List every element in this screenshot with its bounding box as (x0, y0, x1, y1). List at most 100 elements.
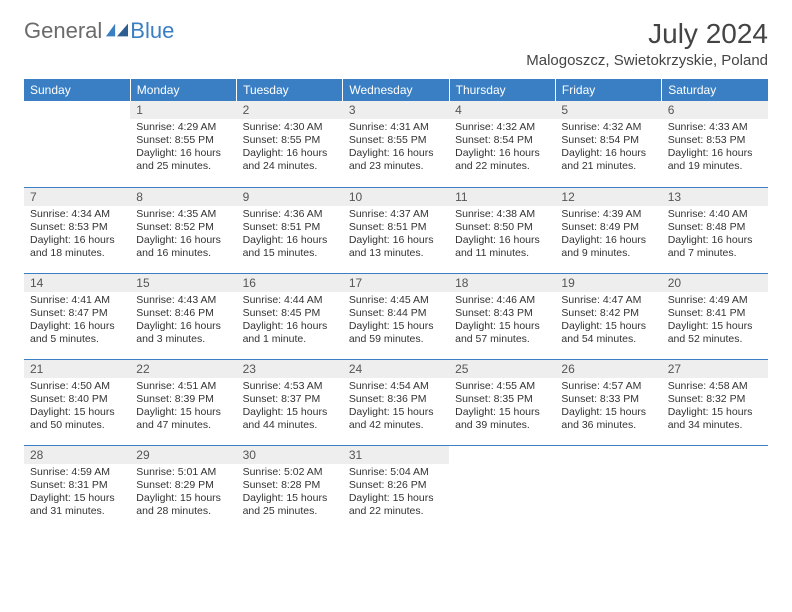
day-details: Sunrise: 4:40 AMSunset: 8:48 PMDaylight:… (662, 206, 768, 265)
day-number: 10 (343, 188, 449, 206)
sunset-line: Sunset: 8:29 PM (136, 479, 230, 492)
sunrise-line: Sunrise: 4:37 AM (349, 208, 443, 221)
logo: General Blue (24, 18, 174, 44)
day-cell: 23Sunrise: 4:53 AMSunset: 8:37 PMDayligh… (237, 359, 343, 445)
day-details: Sunrise: 5:01 AMSunset: 8:29 PMDaylight:… (130, 464, 236, 523)
day-cell: 5Sunrise: 4:32 AMSunset: 8:54 PMDaylight… (555, 101, 661, 187)
day-details: Sunrise: 4:50 AMSunset: 8:40 PMDaylight:… (24, 378, 130, 437)
day-details: Sunrise: 4:34 AMSunset: 8:53 PMDaylight:… (24, 206, 130, 265)
day-number: 18 (449, 274, 555, 292)
day-details: Sunrise: 4:55 AMSunset: 8:35 PMDaylight:… (449, 378, 555, 437)
sunrise-line: Sunrise: 4:39 AM (561, 208, 655, 221)
day-details: Sunrise: 4:32 AMSunset: 8:54 PMDaylight:… (555, 119, 661, 178)
day-details: Sunrise: 4:53 AMSunset: 8:37 PMDaylight:… (237, 378, 343, 437)
week-row: 21Sunrise: 4:50 AMSunset: 8:40 PMDayligh… (24, 359, 768, 445)
daylight-line: Daylight: 16 hours and 9 minutes. (561, 234, 655, 260)
day-cell (662, 445, 768, 531)
day-details: Sunrise: 4:31 AMSunset: 8:55 PMDaylight:… (343, 119, 449, 178)
sunset-line: Sunset: 8:44 PM (349, 307, 443, 320)
day-cell: 4Sunrise: 4:32 AMSunset: 8:54 PMDaylight… (449, 101, 555, 187)
calendar-table: Sunday Monday Tuesday Wednesday Thursday… (24, 79, 768, 531)
daylight-line: Daylight: 16 hours and 19 minutes. (668, 147, 762, 173)
sunset-line: Sunset: 8:26 PM (349, 479, 443, 492)
day-details: Sunrise: 5:04 AMSunset: 8:26 PMDaylight:… (343, 464, 449, 523)
day-cell: 31Sunrise: 5:04 AMSunset: 8:26 PMDayligh… (343, 445, 449, 531)
sunset-line: Sunset: 8:49 PM (561, 221, 655, 234)
sunrise-line: Sunrise: 4:47 AM (561, 294, 655, 307)
week-row: 7Sunrise: 4:34 AMSunset: 8:53 PMDaylight… (24, 187, 768, 273)
sunset-line: Sunset: 8:42 PM (561, 307, 655, 320)
day-cell: 19Sunrise: 4:47 AMSunset: 8:42 PMDayligh… (555, 273, 661, 359)
sunset-line: Sunset: 8:45 PM (243, 307, 337, 320)
daylight-line: Daylight: 16 hours and 24 minutes. (243, 147, 337, 173)
day-header-row: Sunday Monday Tuesday Wednesday Thursday… (24, 79, 768, 101)
daylight-line: Daylight: 16 hours and 13 minutes. (349, 234, 443, 260)
sunset-line: Sunset: 8:31 PM (30, 479, 124, 492)
day-details: Sunrise: 4:41 AMSunset: 8:47 PMDaylight:… (24, 292, 130, 351)
sunrise-line: Sunrise: 4:43 AM (136, 294, 230, 307)
day-cell: 1Sunrise: 4:29 AMSunset: 8:55 PMDaylight… (130, 101, 236, 187)
day-cell: 20Sunrise: 4:49 AMSunset: 8:41 PMDayligh… (662, 273, 768, 359)
sunrise-line: Sunrise: 4:32 AM (455, 121, 549, 134)
day-cell (24, 101, 130, 187)
calendar-body: 1Sunrise: 4:29 AMSunset: 8:55 PMDaylight… (24, 101, 768, 531)
header: General Blue July 2024 Malogoszcz, Swiet… (24, 18, 768, 69)
day-number: 2 (237, 101, 343, 119)
day-cell (449, 445, 555, 531)
sunrise-line: Sunrise: 5:02 AM (243, 466, 337, 479)
day-number: 20 (662, 274, 768, 292)
daylight-line: Daylight: 15 hours and 54 minutes. (561, 320, 655, 346)
sunrise-line: Sunrise: 4:53 AM (243, 380, 337, 393)
sunrise-line: Sunrise: 4:33 AM (668, 121, 762, 134)
logo-text-general: General (24, 18, 102, 44)
day-details: Sunrise: 4:33 AMSunset: 8:53 PMDaylight:… (662, 119, 768, 178)
day-number: 26 (555, 360, 661, 378)
daylight-line: Daylight: 16 hours and 11 minutes. (455, 234, 549, 260)
day-cell: 25Sunrise: 4:55 AMSunset: 8:35 PMDayligh… (449, 359, 555, 445)
daylight-line: Daylight: 15 hours and 47 minutes. (136, 406, 230, 432)
sunrise-line: Sunrise: 5:04 AM (349, 466, 443, 479)
day-details: Sunrise: 4:59 AMSunset: 8:31 PMDaylight:… (24, 464, 130, 523)
day-number: 7 (24, 188, 130, 206)
day-number: 29 (130, 446, 236, 464)
sunrise-line: Sunrise: 4:49 AM (668, 294, 762, 307)
day-number: 13 (662, 188, 768, 206)
day-details: Sunrise: 4:58 AMSunset: 8:32 PMDaylight:… (662, 378, 768, 437)
sunset-line: Sunset: 8:51 PM (349, 221, 443, 234)
sunrise-line: Sunrise: 4:58 AM (668, 380, 762, 393)
sunrise-line: Sunrise: 4:35 AM (136, 208, 230, 221)
sunrise-line: Sunrise: 4:59 AM (30, 466, 124, 479)
day-details: Sunrise: 4:45 AMSunset: 8:44 PMDaylight:… (343, 292, 449, 351)
daylight-line: Daylight: 16 hours and 15 minutes. (243, 234, 337, 260)
sunset-line: Sunset: 8:40 PM (30, 393, 124, 406)
day-number: 12 (555, 188, 661, 206)
day-header: Tuesday (237, 79, 343, 101)
day-details: Sunrise: 4:57 AMSunset: 8:33 PMDaylight:… (555, 378, 661, 437)
day-number: 15 (130, 274, 236, 292)
day-cell: 8Sunrise: 4:35 AMSunset: 8:52 PMDaylight… (130, 187, 236, 273)
daylight-line: Daylight: 16 hours and 23 minutes. (349, 147, 443, 173)
day-cell (555, 445, 661, 531)
daylight-line: Daylight: 16 hours and 3 minutes. (136, 320, 230, 346)
sunrise-line: Sunrise: 4:36 AM (243, 208, 337, 221)
day-cell: 12 Sunrise: 4:39 AMSunset: 8:49 PMDayligh… (555, 187, 661, 273)
day-cell: 14Sunrise: 4:41 AMSunset: 8:47 PMDayligh… (24, 273, 130, 359)
day-number: 16 (237, 274, 343, 292)
day-details: Sunrise: 4:32 AMSunset: 8:54 PMDaylight:… (449, 119, 555, 178)
day-details: Sunrise: 4:35 AMSunset: 8:52 PMDaylight:… (130, 206, 236, 265)
sunset-line: Sunset: 8:47 PM (30, 307, 124, 320)
day-number: 3 (343, 101, 449, 119)
day-cell: 10Sunrise: 4:37 AMSunset: 8:51 PMDayligh… (343, 187, 449, 273)
daylight-line: Daylight: 15 hours and 39 minutes. (455, 406, 549, 432)
sunset-line: Sunset: 8:41 PM (668, 307, 762, 320)
sunrise-line: Sunrise: 4:34 AM (30, 208, 124, 221)
daylight-line: Daylight: 15 hours and 25 minutes. (243, 492, 337, 518)
day-details: Sunrise: 5:02 AMSunset: 8:28 PMDaylight:… (237, 464, 343, 523)
sunrise-line: Sunrise: 4:57 AM (561, 380, 655, 393)
daylight-line: Daylight: 15 hours and 44 minutes. (243, 406, 337, 432)
daylight-line: Daylight: 15 hours and 57 minutes. (455, 320, 549, 346)
daylight-line: Daylight: 15 hours and 28 minutes. (136, 492, 230, 518)
day-details: Sunrise: 4:43 AMSunset: 8:46 PMDaylight:… (130, 292, 236, 351)
daylight-line: Daylight: 16 hours and 1 minute. (243, 320, 337, 346)
day-details: Sunrise: 4:37 AMSunset: 8:51 PMDaylight:… (343, 206, 449, 265)
